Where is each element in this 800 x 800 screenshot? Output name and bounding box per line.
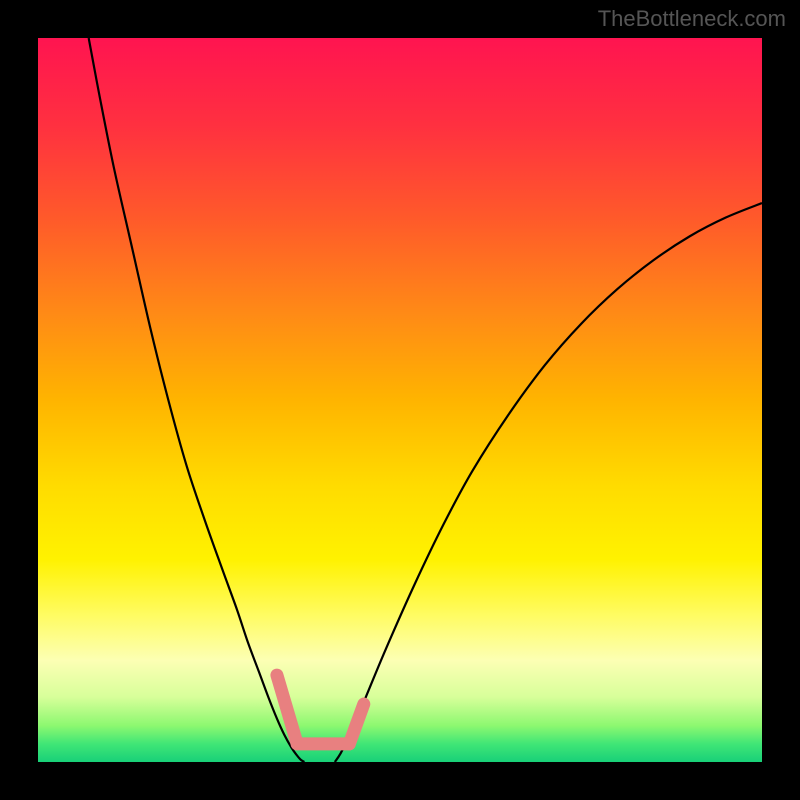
plot-background [38,38,762,762]
chart-svg [0,0,800,800]
watermark-text: TheBottleneck.com [598,6,786,32]
chart-container: TheBottleneck.com [0,0,800,800]
